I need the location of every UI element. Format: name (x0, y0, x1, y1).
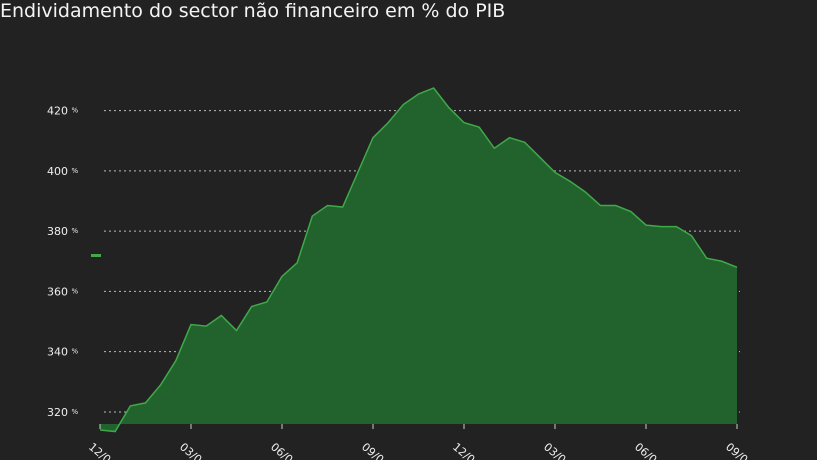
x-tick-label: 06/0… (632, 440, 668, 460)
x-tick-label: 03/0… (177, 440, 213, 460)
series-line (99, 87, 738, 433)
y-tick-label: 420 % (47, 105, 79, 118)
x-tick-label: 09/0… (359, 440, 395, 460)
y-tick-label: 340 % (47, 346, 79, 359)
x-tick-label: 06/0… (268, 440, 304, 460)
legend-marker (91, 254, 101, 257)
y-axis: 320 % 340 % 360 % 380 % 400 % 420 % (47, 105, 79, 419)
y-tick-label: 360 % (47, 285, 79, 298)
y-tick-label: 400 % (47, 165, 79, 178)
y-tick-label: 380 % (47, 225, 79, 238)
x-tick-label: 12/0… (814, 440, 817, 460)
x-axis: 12/0… 03/0… 06/0… 09/0… 12/0… 03/0… 06/0… 09/0…… (86, 424, 817, 460)
x-tick-label: 09/0… (723, 440, 759, 460)
x-tick-label: 03/0… (541, 440, 577, 460)
x-tick-label: 12/0… (450, 440, 486, 460)
area-fill (100, 87, 737, 432)
y-tick-label: 320 % (47, 406, 79, 419)
chart-title: Endividamento do sector não financeiro e… (0, 0, 506, 22)
x-tick-label: 12/0… (86, 440, 122, 460)
